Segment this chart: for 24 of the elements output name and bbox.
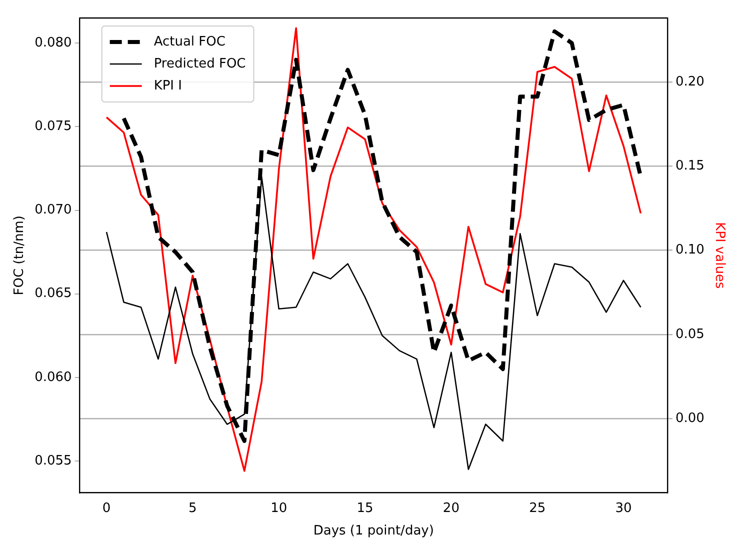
x-tick-label: 20: [442, 500, 460, 516]
y-tick-label: 0.080: [34, 35, 72, 50]
x-tick-label: 15: [356, 500, 374, 516]
y2-tick-label: 0.15: [675, 158, 704, 174]
y2-tick-label: 0.00: [675, 411, 704, 426]
y2-axis-title: KPI values: [712, 222, 727, 289]
x-tick-label: 5: [188, 500, 197, 516]
y2-tick-label: 0.20: [675, 74, 704, 90]
y-tick-label: 0.055: [34, 453, 72, 468]
y-tick-label: 0.060: [34, 370, 72, 385]
x-tick-label: 10: [270, 500, 288, 516]
legend-label: Predicted FOC: [154, 56, 246, 72]
x-axis-title: Days (1 point/day): [313, 524, 434, 539]
x-tick-label: 0: [102, 500, 111, 516]
y2-tick-label: 0.05: [675, 326, 704, 342]
x-tick-label: 30: [615, 500, 632, 516]
y-tick-label: 0.065: [34, 286, 72, 302]
x-tick-label: 25: [529, 500, 546, 516]
legend-label: KPI I: [154, 78, 182, 94]
legend-label: Actual FOC: [154, 34, 226, 50]
y2-tick-label: 0.10: [675, 242, 704, 258]
y-tick-label: 0.075: [34, 119, 72, 134]
y-tick-label: 0.070: [34, 202, 72, 218]
y-axis-title: FOC (tn/nm): [12, 216, 28, 296]
